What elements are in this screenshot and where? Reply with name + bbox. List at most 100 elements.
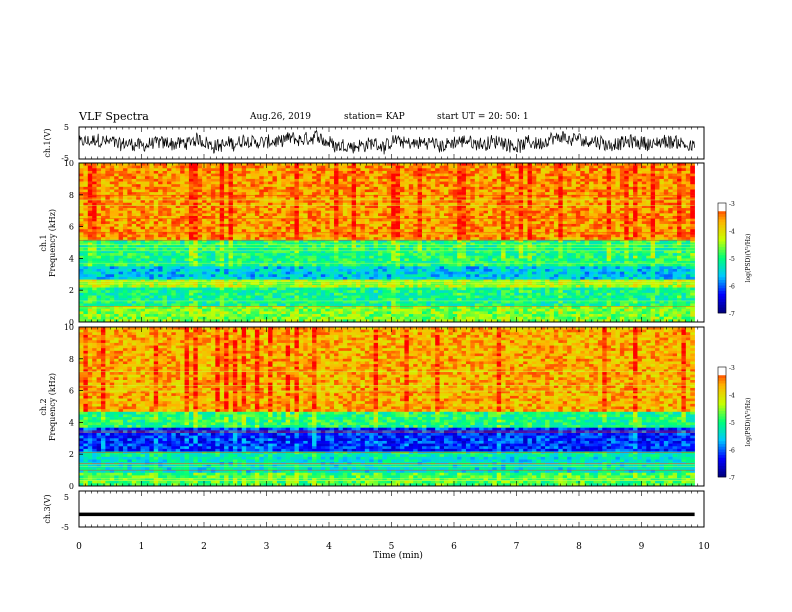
spectrogram-cell <box>615 237 620 240</box>
spectrogram-cell <box>259 227 264 230</box>
spectrogram-cell <box>391 227 396 230</box>
spectrogram-cell <box>303 232 308 235</box>
spectrogram-cell <box>246 174 251 177</box>
spectrogram-cell <box>268 171 273 174</box>
spectrogram-cell <box>536 235 541 238</box>
spectrogram-cell <box>189 168 194 171</box>
spectrogram-cell <box>387 208 392 211</box>
spectrogram-cell <box>422 182 427 185</box>
spectrogram-cell <box>229 253 234 256</box>
spectrogram-cell <box>158 237 163 240</box>
spectrogram-cell <box>593 203 598 206</box>
spectrogram-cell <box>215 179 220 182</box>
spectrogram-cell <box>422 184 427 187</box>
spectrogram-cell <box>686 176 691 179</box>
spectrogram-cell <box>418 192 423 195</box>
spectrogram-cell <box>528 248 533 251</box>
spectrogram-cell <box>119 184 124 187</box>
spectrogram-cell <box>83 190 88 193</box>
spectrogram-cell <box>488 227 493 230</box>
spectrogram-cell <box>593 208 598 211</box>
spectrogram-cell <box>484 200 489 203</box>
spectrogram-cell <box>360 221 365 224</box>
spectrogram-cell <box>528 190 533 193</box>
spectrogram-cell <box>637 224 642 227</box>
spectrogram-cell <box>536 237 541 240</box>
spectrogram-cell <box>79 248 84 251</box>
spectrogram-cell <box>264 190 269 193</box>
spectrogram-cell <box>360 190 365 193</box>
spectrogram-cell <box>413 221 418 224</box>
spectrogram-cell <box>440 237 445 240</box>
spectrogram-cell <box>519 182 524 185</box>
spectrogram-cell <box>501 211 506 214</box>
spectrogram-cell <box>145 166 150 169</box>
spectrogram-cell <box>409 219 414 222</box>
spectrogram-cell <box>681 232 686 235</box>
spectrogram-cell <box>550 227 555 230</box>
spectrogram-cell <box>611 213 616 216</box>
spectrogram-cell <box>119 237 124 240</box>
spectrogram-cell <box>506 166 511 169</box>
spectrogram-cell <box>536 211 541 214</box>
spectrogram-cell <box>347 229 352 232</box>
spectrogram-cell <box>681 248 686 251</box>
spectrogram-cell <box>501 176 506 179</box>
spectrogram-cell <box>251 237 256 240</box>
spectrogram-cell <box>105 187 110 190</box>
spectrogram-cell <box>462 168 467 171</box>
spectrogram-cell <box>277 208 282 211</box>
spectrogram-cell <box>506 176 511 179</box>
spectrogram-cell <box>404 187 409 190</box>
spectrogram-cell <box>264 192 269 195</box>
spectrogram-cell <box>369 187 374 190</box>
spectrogram-cell <box>541 232 546 235</box>
spectrogram-cell <box>589 166 594 169</box>
spectrogram-cell <box>180 256 185 259</box>
spectrogram-cell <box>360 211 365 214</box>
spectrogram-cell <box>202 208 207 211</box>
spectrogram-cell <box>475 182 480 185</box>
spectrogram-cell <box>528 168 533 171</box>
spectrogram-cell <box>132 229 137 232</box>
spectrogram-cell <box>664 184 669 187</box>
spectrogram-cell <box>497 235 502 238</box>
spectrogram-cell <box>79 187 84 190</box>
spectrogram-cell <box>343 182 348 185</box>
spectrogram-cell <box>453 256 458 259</box>
spectrogram-cell <box>642 245 647 248</box>
spectrogram-cell <box>127 184 132 187</box>
spectrogram-cell <box>382 219 387 222</box>
spectrogram-cell <box>141 253 146 256</box>
spectrogram-cell <box>681 229 686 232</box>
spectrogram-cell <box>360 184 365 187</box>
spectrogram-cell <box>325 219 330 222</box>
spectrogram-cell <box>528 184 533 187</box>
spectrogram-cell <box>294 248 299 251</box>
spectrogram-cell <box>220 227 225 230</box>
spectrogram-cell <box>673 243 678 246</box>
spectrogram-cell <box>158 256 163 259</box>
spectrogram-cell <box>233 245 238 248</box>
spectrogram-cell <box>435 195 440 198</box>
spectrogram-cell <box>114 221 119 224</box>
spectrogram-cell <box>413 253 418 256</box>
spectrogram-cell <box>299 232 304 235</box>
spectrogram-cell <box>189 256 194 259</box>
spectrogram-cell <box>633 176 638 179</box>
spectrogram-cell <box>294 213 299 216</box>
spectrogram-cell <box>123 232 128 235</box>
spectrogram-cell <box>229 232 234 235</box>
spectrogram-cell <box>558 166 563 169</box>
spectrogram-cell <box>114 213 119 216</box>
spectrogram-cell <box>163 182 168 185</box>
spectrogram-cell <box>149 243 154 246</box>
spectrogram-cell <box>580 224 585 227</box>
spectrogram-cell <box>620 208 625 211</box>
spectrogram-cell <box>422 245 427 248</box>
spectrogram-cell <box>426 243 431 246</box>
spectrogram-cell <box>141 248 146 251</box>
spectrogram-cell <box>154 200 159 203</box>
spectrogram-cell <box>572 213 577 216</box>
spectrogram-cell <box>404 213 409 216</box>
